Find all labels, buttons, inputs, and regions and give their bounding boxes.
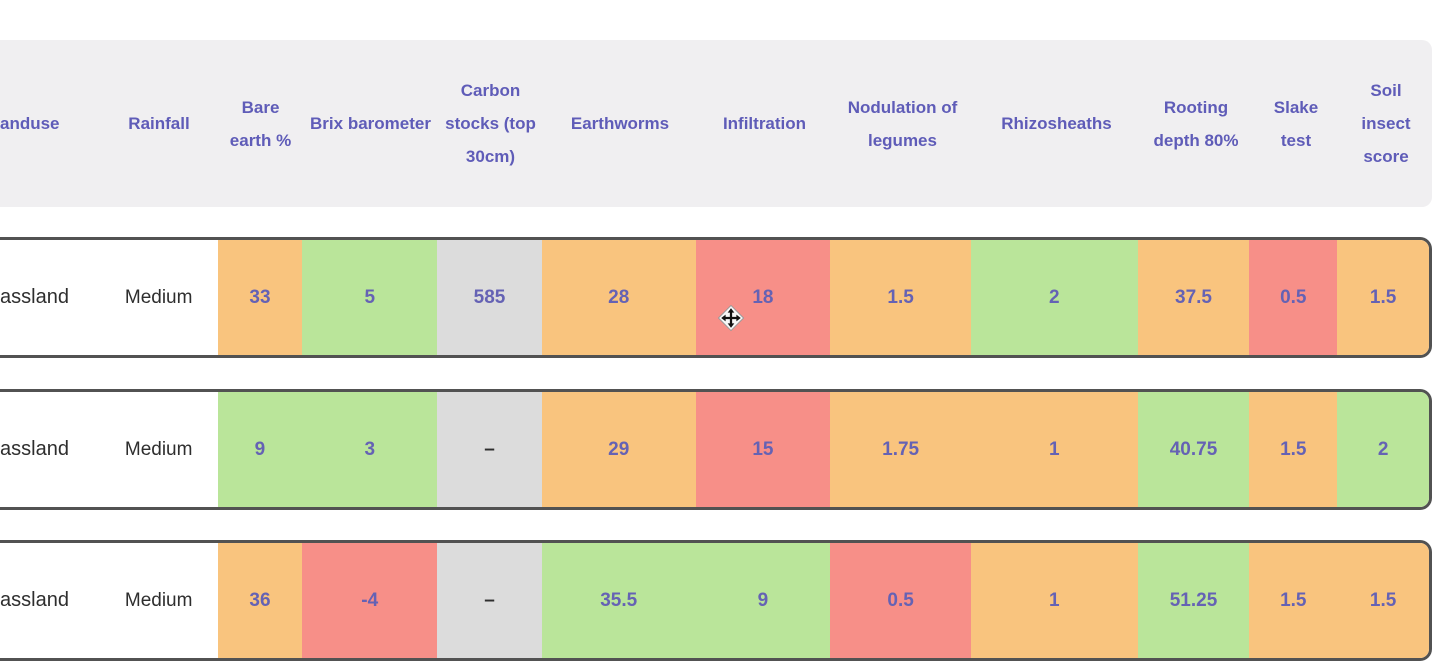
cell-rainfall[interactable]: Medium: [99, 392, 218, 507]
column-header-row: anduse Rainfall Bare earth % Brix barometer…: [0, 40, 1432, 207]
cell-infiltration[interactable]: 18: [695, 240, 831, 355]
cell-carbon-stocks-top-30cm[interactable]: –: [437, 392, 542, 507]
cell-nodulation-of-legumes[interactable]: 1.5: [830, 240, 971, 355]
cell-slake-test[interactable]: 1.5: [1249, 392, 1338, 507]
cell-earthworms[interactable]: 28: [541, 240, 696, 355]
cell-carbon-stocks-top-30cm[interactable]: –: [437, 543, 542, 658]
cell-landuse[interactable]: assland: [0, 392, 100, 507]
cell-soil-insect-score[interactable]: 1.5: [1337, 240, 1429, 355]
cell-landuse[interactable]: assland: [0, 543, 100, 658]
cell-rooting-depth-80[interactable]: 37.5: [1137, 240, 1250, 355]
cell-rooting-depth-80[interactable]: 51.25: [1137, 543, 1250, 658]
cell-slake-test[interactable]: 1.5: [1249, 543, 1338, 658]
cell-bare-earth-pct[interactable]: 9: [217, 392, 303, 507]
cell-bare-earth-pct[interactable]: 33: [217, 240, 303, 355]
table-row-2[interactable]: assland Medium 9 3–29 15 1.75 1 40.75 1.5 2: [0, 389, 1432, 510]
column-header-nodulation-of-legumes[interactable]: Nodulation of legumes: [847, 97, 958, 150]
column-header-slake-test[interactable]: Slake test: [1273, 97, 1319, 150]
cell-bare-earth-pct[interactable]: 36: [217, 543, 303, 658]
column-header-carbon-stocks-top-30cm[interactable]: Carbon stocks (top 30cm): [445, 81, 536, 166]
column-header-landuse[interactable]: anduse: [0, 114, 60, 133]
table-row-1[interactable]: assland Medium 33 5 585 28 18 1.5 2 37.5 0.5 1.5: [0, 237, 1432, 358]
cell-brix-barometer[interactable]: 5: [302, 240, 438, 355]
cell-slake-test[interactable]: 0.5: [1249, 240, 1338, 355]
cell-rainfall[interactable]: Medium: [99, 240, 218, 355]
cell-rhizosheaths[interactable]: 1: [970, 392, 1138, 507]
cell-brix-barometer[interactable]: -4: [302, 543, 438, 658]
cell-carbon-stocks-top-30cm[interactable]: 585: [437, 240, 542, 355]
column-header-earthworms[interactable]: Earthworms: [570, 114, 670, 133]
cell-nodulation-of-legumes[interactable]: 0.5: [830, 543, 971, 658]
column-header-soil-insect-score[interactable]: Soil insect score: [1361, 81, 1411, 166]
cell-soil-insect-score[interactable]: 2: [1337, 392, 1429, 507]
cell-infiltration[interactable]: 9: [695, 543, 831, 658]
cell-rhizosheaths[interactable]: 2: [970, 240, 1138, 355]
column-header-rooting-depth-80[interactable]: Rooting depth 80%: [1153, 97, 1239, 150]
cell-landuse[interactable]: assland: [0, 240, 100, 355]
cell-rainfall[interactable]: Medium: [99, 543, 218, 658]
column-header-bare-earth-pct[interactable]: Bare earth %: [229, 97, 292, 150]
cell-soil-insect-score[interactable]: 1.5: [1337, 543, 1429, 658]
cell-earthworms[interactable]: 29: [541, 392, 696, 507]
cell-infiltration[interactable]: 15: [695, 392, 831, 507]
cell-rooting-depth-80[interactable]: 40.75: [1137, 392, 1250, 507]
cell-nodulation-of-legumes[interactable]: 1.75: [830, 392, 971, 507]
cell-brix-barometer[interactable]: 3: [302, 392, 438, 507]
column-header-brix-barometer[interactable]: Brix barometer: [310, 114, 431, 133]
cell-rhizosheaths[interactable]: 1: [970, 543, 1138, 658]
cell-earthworms[interactable]: 35.5: [541, 543, 696, 658]
table-row-3[interactable]: assland Medium 36 -4–35.5 9 0.5 1 51.25 1.5 1.5: [0, 540, 1432, 661]
column-header-infiltration[interactable]: Infiltration: [722, 114, 807, 133]
column-header-rainfall[interactable]: Rainfall: [128, 114, 190, 133]
column-header-rhizosheaths[interactable]: Rhizosheaths: [1001, 114, 1112, 133]
